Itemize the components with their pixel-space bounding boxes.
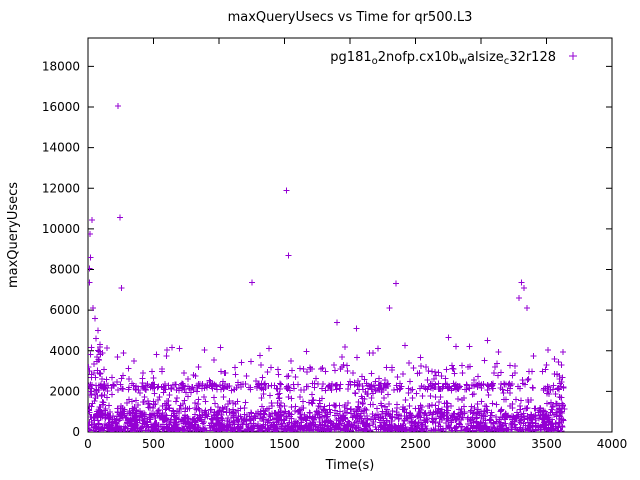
scatter-points [88, 103, 568, 432]
x-tick-label: 4000 [597, 437, 628, 451]
legend-series-label: pg181o​2nofp.cx10bw​alsizec​32r128 [330, 50, 556, 67]
y-tick-label: 2000 [49, 384, 80, 398]
x-tick-label: 1000 [204, 437, 235, 451]
y-tick-label: 8000 [49, 263, 80, 277]
legend: pg181o​2nofp.cx10bw​alsizec​32r128 [330, 50, 577, 67]
x-tick-label: 3500 [531, 437, 562, 451]
x-tick-label: 1500 [269, 437, 300, 451]
y-tick-label: 18000 [42, 59, 80, 73]
x-tick-label: 0 [84, 437, 92, 451]
y-axis-tick-labels: 0 2000 4000 6000 8000 10000 12000 14000 16000 180… [42, 59, 80, 439]
x-axis-label: Time(s) [325, 458, 375, 473]
x-tick-label: 2000 [335, 437, 366, 451]
legend-plus-marker-icon [569, 52, 577, 60]
x-tick-label: 3000 [466, 437, 497, 451]
chart-title: maxQueryUsecs vs Time for qr500.L3 [228, 10, 473, 25]
y-tick-label: 14000 [42, 141, 80, 155]
x-tick-label: 2500 [400, 437, 431, 451]
y-axis-label: maxQueryUsecs [6, 182, 21, 288]
y-tick-label: 12000 [42, 181, 80, 195]
y-tick-label: 6000 [49, 303, 80, 317]
x-tick-label: 500 [142, 437, 165, 451]
y-tick-label: 10000 [42, 222, 80, 236]
y-tick-label: 0 [72, 425, 80, 439]
y-tick-label: 4000 [49, 344, 80, 358]
plot-area [88, 103, 568, 432]
x-axis-tick-labels: 0 500 1000 1500 2000 2500 3000 3500 4000 [84, 437, 627, 451]
y-tick-label: 16000 [42, 100, 80, 114]
